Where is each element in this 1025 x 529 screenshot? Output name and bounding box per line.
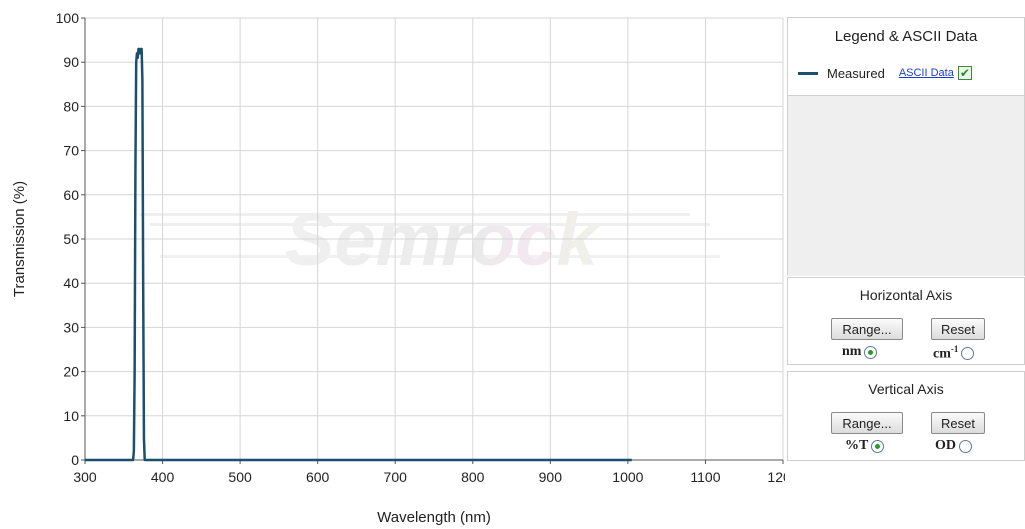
horizontal-reset-button[interactable]: Reset xyxy=(931,318,985,340)
percent-t-radio[interactable] xyxy=(871,439,885,453)
y-tick-labels: 0 10 20 30 40 50 60 70 80 90 100 xyxy=(56,10,80,468)
vertical-range-button[interactable]: Range... xyxy=(831,412,903,434)
y-axis-title: Transmission (%) xyxy=(11,181,28,297)
x-tick-label: 500 xyxy=(228,469,252,485)
vertical-reset-button[interactable]: Reset xyxy=(931,412,985,434)
wavenumber-label: cm-1 xyxy=(933,344,959,362)
y-tick-label: 0 xyxy=(71,452,79,468)
od-radio[interactable] xyxy=(959,439,972,453)
x-tick-label: 800 xyxy=(461,469,485,485)
series-line-measured xyxy=(85,47,632,462)
y-tick-label: 40 xyxy=(63,275,79,291)
y-tick-label: 30 xyxy=(63,319,79,335)
legend-panel: Legend & ASCII Data Measured ASCII Data … xyxy=(787,17,1025,96)
x-tick-labels: 300 400 500 600 700 800 900 1000 1100 1200 xyxy=(73,469,785,485)
x-tick-label: 600 xyxy=(306,469,330,485)
wavenumber-option[interactable]: cm-1 xyxy=(933,344,975,363)
nm-option[interactable]: nm xyxy=(842,344,878,360)
horizontal-axis-panel: Horizontal Axis Range... Reset nm cm-1 xyxy=(787,277,1025,365)
y-tick-label: 100 xyxy=(56,10,80,26)
nm-radio[interactable] xyxy=(864,345,878,359)
x-tick-label: 1200 xyxy=(767,469,785,485)
series-visible-checkbox[interactable]: ✔ xyxy=(957,66,972,80)
od-label: OD xyxy=(935,438,956,453)
x-tick-label: 300 xyxy=(73,469,97,485)
wavenumber-radio[interactable] xyxy=(961,346,975,360)
legend-entry: Measured ASCII Data ✔ xyxy=(798,63,972,83)
legend-series-label: Measured xyxy=(827,65,885,81)
y-tick-label: 90 xyxy=(63,54,79,70)
gridlines xyxy=(84,17,784,461)
checkmark-icon: ✔ xyxy=(959,66,970,80)
x-tick-label: 1000 xyxy=(612,469,643,485)
y-tick-label: 10 xyxy=(63,408,79,424)
x-tick-label: 900 xyxy=(539,469,563,485)
horizontal-range-button[interactable]: Range... xyxy=(831,318,903,340)
chart: Semrock 300 400 500 600 700 800 900 1000 1100 12 0… xyxy=(11,10,785,526)
series xyxy=(85,47,632,462)
x-tick-label: 700 xyxy=(384,469,408,485)
legend-swatch xyxy=(798,71,818,75)
percent-t-option[interactable]: %T xyxy=(845,438,885,454)
vertical-axis-title: Vertical Axis xyxy=(868,381,944,397)
y-tick-label: 70 xyxy=(63,143,79,159)
vertical-axis-panel: Vertical Axis Range... Reset %T OD xyxy=(787,371,1025,461)
panel-spacer xyxy=(787,96,1025,276)
nm-label: nm xyxy=(842,344,862,359)
y-tick-label: 60 xyxy=(63,187,79,203)
x-tick-label: 1100 xyxy=(690,469,720,485)
x-tick-label: 400 xyxy=(151,469,175,485)
x-axis-title: Wavelength (nm) xyxy=(377,509,491,526)
percent-t-label: %T xyxy=(845,438,869,453)
y-tick-label: 50 xyxy=(63,231,79,247)
od-option[interactable]: OD xyxy=(935,438,972,454)
horizontal-axis-title: Horizontal Axis xyxy=(859,287,953,303)
ascii-data-link[interactable]: ASCII Data xyxy=(898,67,954,79)
legend-panel-title: Legend & ASCII Data xyxy=(834,28,978,45)
y-tick-label: 80 xyxy=(63,98,79,114)
y-tick-label: 20 xyxy=(63,364,79,380)
